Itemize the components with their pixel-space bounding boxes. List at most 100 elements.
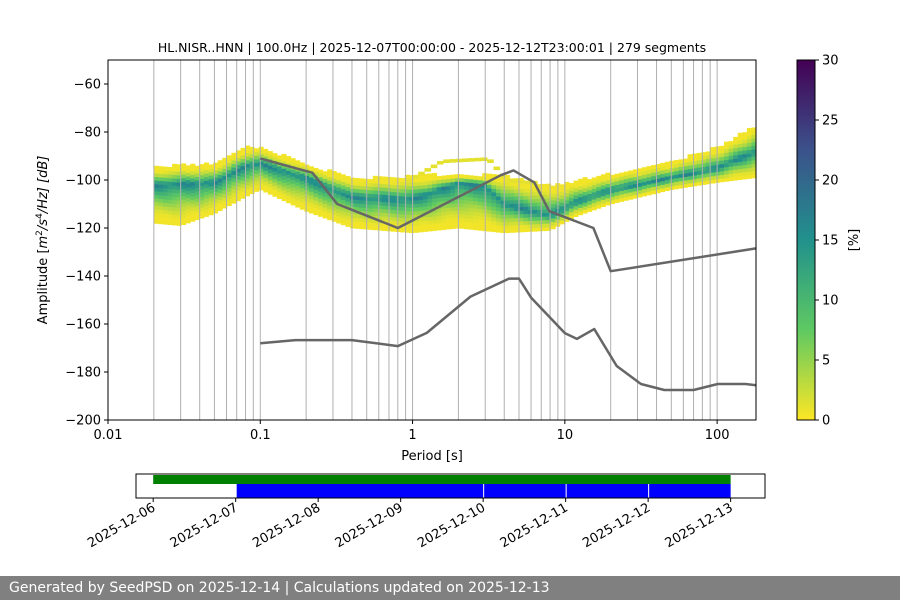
heatmap-cell <box>158 184 164 189</box>
heatmap-cell <box>500 193 506 198</box>
heatmap-cell <box>514 192 520 197</box>
heatmap-cell <box>441 222 447 227</box>
heatmap-cell <box>614 177 620 182</box>
heatmap-cell <box>377 226 383 231</box>
heatmap-cell <box>591 188 597 193</box>
heatmap-cell <box>678 177 684 182</box>
heatmap-cell <box>733 154 739 159</box>
heatmap-cell <box>153 165 159 170</box>
heatmap-cell <box>359 207 365 212</box>
heatmap-cell <box>637 171 643 176</box>
heatmap-cell <box>263 166 269 171</box>
heatmap-cell <box>313 200 319 205</box>
chart-title: HL.NISR..HNN | 100.0Hz | 2025-12-07T00:0… <box>158 40 706 55</box>
heatmap-cell <box>308 195 314 200</box>
heatmap-cell <box>295 178 301 183</box>
heatmap-cell <box>185 186 191 191</box>
heatmap-cell <box>473 211 479 216</box>
heatmap-cell <box>331 174 337 179</box>
heatmap-cell <box>208 207 214 212</box>
heatmap-cell <box>728 159 734 164</box>
heatmap-cell <box>728 155 734 160</box>
heatmap-cell <box>432 205 438 210</box>
heatmap-cell <box>258 179 264 184</box>
heatmap-cell <box>454 177 460 182</box>
heatmap-cell <box>322 171 328 176</box>
heatmap-cell <box>235 168 241 173</box>
heatmap-cell <box>427 205 433 210</box>
colorbar-tick-label: 5 <box>822 354 830 369</box>
heatmap-cell <box>430 164 438 169</box>
heatmap-cell <box>514 185 520 190</box>
heatmap-cell <box>299 166 305 171</box>
heatmap-cell <box>400 196 406 200</box>
heatmap-cell <box>176 185 182 190</box>
heatmap-cell <box>568 215 574 220</box>
heatmap-cell <box>194 198 200 203</box>
heatmap-cell <box>226 191 232 196</box>
heatmap-cell <box>432 219 438 224</box>
heatmap-cell <box>564 214 570 219</box>
heatmap-cell <box>409 185 415 190</box>
heatmap-cell <box>512 179 519 184</box>
heatmap-cell <box>573 209 579 214</box>
heatmap-cell <box>350 192 355 197</box>
heatmap-cell <box>194 187 200 192</box>
heatmap-cell <box>550 192 556 197</box>
heatmap-cell <box>381 190 387 195</box>
heatmap-cell <box>304 164 310 169</box>
heatmap-cell <box>541 191 547 196</box>
heatmap-cell <box>222 175 228 180</box>
heatmap-cell <box>651 168 657 173</box>
heatmap-cell <box>199 196 205 201</box>
heatmap-cell <box>432 198 438 203</box>
heatmap-cell <box>559 209 565 214</box>
heatmap-cell <box>235 157 241 162</box>
heatmap-cell <box>391 220 397 225</box>
heatmap-cell <box>418 177 424 182</box>
noise-model-nhnm <box>259 157 757 273</box>
heatmap-cell <box>217 185 223 190</box>
heatmap-cell <box>491 224 497 229</box>
heatmap-cell <box>286 156 292 161</box>
heatmap-cell <box>272 164 278 169</box>
heatmap-cell <box>651 190 657 195</box>
heatmap-cell <box>405 178 413 183</box>
heatmap-cell <box>167 185 173 190</box>
heatmap-cell <box>235 150 241 155</box>
heatmap-cell <box>213 191 219 196</box>
footer-bar: Generated by SeedPSD on 2025-12-14 | Cal… <box>0 576 900 600</box>
heatmap-cell <box>245 185 251 190</box>
timeline-frame <box>135 473 766 499</box>
heatmap-cell <box>505 229 511 234</box>
heatmap-cell <box>505 218 511 223</box>
heatmap-cell <box>299 180 305 185</box>
heatmap-cell <box>587 186 593 191</box>
heatmap-cell <box>350 181 355 186</box>
heatmap-cell <box>587 207 593 212</box>
heatmap-cell <box>245 163 251 168</box>
heatmap-cell <box>418 188 424 193</box>
heatmap-cell <box>327 205 333 210</box>
heatmap-cell <box>372 219 378 224</box>
heatmap-cell <box>610 200 615 205</box>
heatmap-cell <box>541 219 547 224</box>
heatmap-cell <box>701 152 707 157</box>
heatmap-cell <box>422 188 428 193</box>
heatmap-cell <box>422 181 428 186</box>
heatmap-cell <box>578 178 584 183</box>
heatmap-cell <box>737 165 743 170</box>
heatmap-cell <box>409 207 415 212</box>
heatmap-cell <box>345 186 351 191</box>
heatmap-cell <box>559 202 565 207</box>
heatmap-cell <box>705 176 711 181</box>
heatmap-cell <box>322 210 328 215</box>
heatmap-cell <box>427 216 433 221</box>
y-tick-label: −60 <box>74 78 101 93</box>
heatmap-cell <box>158 220 164 225</box>
heatmap-cell <box>363 196 369 201</box>
heatmap-cell <box>459 206 465 211</box>
heatmap-cell <box>372 215 378 220</box>
heatmap-cell <box>628 170 634 175</box>
heatmap-cell <box>162 170 168 175</box>
